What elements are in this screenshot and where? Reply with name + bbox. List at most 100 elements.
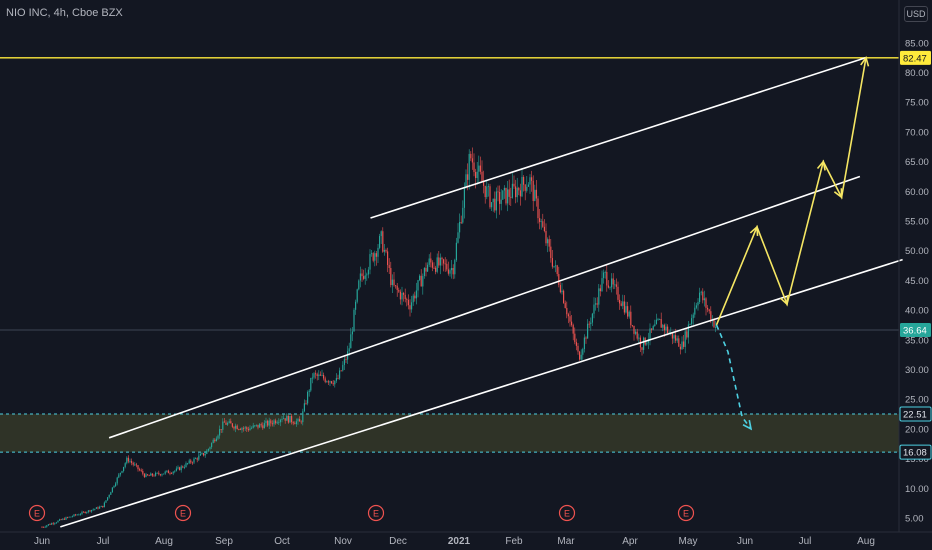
projection-arrows[interactable] [715,55,870,431]
candle-body [495,191,497,211]
candle-body [126,457,128,464]
candle-body [486,186,488,198]
candle-body [494,198,496,211]
candle-body [204,453,206,456]
candle-body [65,517,67,520]
earnings-marker-letter: E [373,509,379,519]
candle-body [252,425,254,428]
candle-body [351,331,353,335]
x-tick-label: Jul [97,536,110,547]
candle-body [287,415,289,423]
earnings-marker-letter: E [180,509,186,519]
candle-body [447,269,449,274]
candle-body [625,306,627,313]
candle-body [660,319,662,328]
dashed-downside-path[interactable] [715,324,752,430]
y-tick-label: 55.00 [905,217,929,228]
price-tag-label: 36.64 [903,326,927,337]
candle-body [105,500,107,503]
candle-body [396,285,398,290]
candle-body [279,419,281,423]
candle-body [443,259,445,264]
trend-channel-lines[interactable] [60,56,903,528]
x-tick-label: Jun [34,536,50,547]
candle-body [708,309,710,312]
candle-body [641,347,643,350]
candle-body [212,439,214,444]
candle-body [323,375,325,379]
time-axis[interactable]: Jun Jul Aug Sep Oct Nov Dec 2021 Feb Mar Apr May Jun… [34,536,875,547]
x-tick-label: May [679,536,698,547]
candle-body [222,421,224,430]
candle-body [54,523,56,524]
candle-body [68,516,70,518]
candle-body [575,342,577,346]
candle-body [406,299,408,300]
earnings-marker-letter: E [34,509,40,519]
y-tick-label: 85.00 [905,38,929,49]
candle-body [713,319,715,328]
candle-body [219,429,221,436]
candle-body [553,265,555,267]
candle-body [174,470,176,472]
candle-body [134,464,136,466]
candle-body [164,471,166,474]
candle-body [193,458,195,463]
candle-body [374,253,376,261]
candle-body [198,455,200,460]
candle-body [107,497,109,501]
candle-body [92,509,94,511]
candle-body [505,187,507,204]
earnings-marker-icon [367,504,385,522]
candle-body [419,275,421,281]
candle-body [132,462,134,465]
channel-line[interactable] [60,258,903,528]
candle-body [446,263,448,270]
candle-body [95,507,97,509]
candle-body [383,250,385,252]
candle-body [606,271,608,286]
candle-body [81,511,83,515]
candle-body [185,463,187,468]
candle-body [407,299,409,306]
currency-button[interactable]: USD [904,6,928,22]
candle-body [76,514,78,516]
candle-body [177,467,179,469]
candle-body [492,198,494,203]
candle-body [327,381,329,383]
candle-body [167,470,169,474]
candle-body [353,309,355,332]
candle-body [278,422,280,424]
candle-body [59,519,61,521]
candle-body [78,514,80,516]
candle-body [623,301,625,313]
candle-body [652,326,654,330]
candle-body [571,321,573,326]
candle-body [430,258,432,263]
candle-body [452,267,454,275]
candle-body [391,279,393,286]
candle-body [223,421,225,423]
candle-body [283,418,285,420]
candle-body [567,314,569,317]
candle-body [467,174,469,180]
candle-body [457,232,459,243]
channel-line[interactable] [108,175,861,439]
candle-body [414,295,416,299]
candle-body [315,373,317,375]
candle-body [46,525,48,527]
candle-body [470,153,472,159]
projection-path[interactable] [715,57,867,326]
candle-body [307,391,309,404]
candle-body [612,278,614,285]
candle-body [590,322,592,325]
candle-body [103,502,105,508]
candle-body [475,172,477,179]
candle-body [382,231,384,252]
candle-body [633,325,635,334]
candle-body [473,162,475,173]
x-tick-label: Nov [334,536,352,547]
channel-line[interactable] [370,56,867,219]
candle-body [292,422,294,424]
